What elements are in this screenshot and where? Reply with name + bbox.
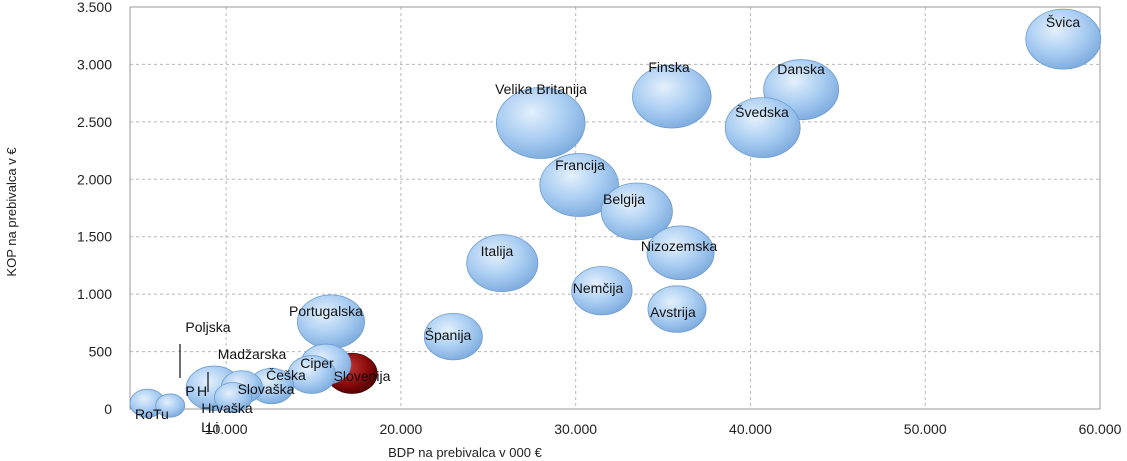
bubble-label: Francija bbox=[555, 157, 605, 173]
bubble-label: Finska bbox=[648, 59, 689, 75]
bubble-label: Slovenija bbox=[334, 368, 391, 384]
y-tick-label: 3.500 bbox=[77, 0, 112, 15]
y-tick-label: 2.000 bbox=[77, 171, 112, 187]
bubble-point bbox=[423, 313, 483, 361]
annotation-letter: L bbox=[201, 419, 209, 435]
y-tick-label: 500 bbox=[89, 344, 113, 360]
bubble-label: Madžarska bbox=[218, 346, 287, 362]
y-tick-label: 1.000 bbox=[77, 286, 112, 302]
bubble-point bbox=[1025, 8, 1102, 70]
bubble-point bbox=[647, 285, 707, 333]
annotation-letter: P bbox=[185, 383, 194, 399]
bubble-label: Poljska bbox=[185, 319, 230, 335]
bubble-label: Nizozemska bbox=[641, 238, 717, 254]
y-tick-label: 3.000 bbox=[77, 56, 112, 72]
bubble-label: Ciper bbox=[300, 355, 334, 371]
bubble-label: Belgija bbox=[603, 191, 645, 207]
bubble-point bbox=[213, 382, 253, 413]
x-axis-ticks: 10.000 20.000 30.000 40.000 50.000 60.000 bbox=[205, 421, 1122, 437]
bubble-label: Portugalska bbox=[289, 303, 363, 319]
bubble-label: Danska bbox=[777, 61, 825, 77]
bubble-label: Češka bbox=[266, 367, 306, 383]
y-tick-label: 0 bbox=[104, 401, 112, 417]
y-axis-ticks: 0 500 1.000 1.500 2.000 2.500 3.000 3.500 bbox=[77, 0, 112, 417]
bubble-label: Španija bbox=[425, 327, 472, 343]
bubble-label: Ro bbox=[135, 406, 153, 422]
bubble-label: Avstrija bbox=[650, 304, 696, 320]
x-tick-label: 30.000 bbox=[554, 421, 597, 437]
y-tick-label: 1.500 bbox=[77, 229, 112, 245]
x-axis-title: BDP na prebivalca v 000 € bbox=[388, 445, 542, 460]
bubble-labels: Švica Danska Finska Švedska Velika Britanija… bbox=[135, 14, 1080, 422]
annotation-letter: Li bbox=[208, 419, 219, 435]
bubble-point bbox=[466, 234, 539, 292]
bubble-label: Nemčija bbox=[573, 280, 624, 296]
bubble-label: Tu bbox=[153, 406, 169, 422]
plot-frame bbox=[129, 6, 1101, 410]
bubble-label: Velika Britanija bbox=[495, 81, 587, 97]
annotations: P H LLi bbox=[179, 344, 219, 435]
bubble-point bbox=[600, 182, 673, 241]
annotation-letter: H bbox=[197, 383, 207, 399]
bubble-point bbox=[646, 225, 715, 281]
x-tick-label: 50.000 bbox=[904, 421, 947, 437]
x-tick-label: 20.000 bbox=[379, 421, 422, 437]
x-tick-label: 10.000 bbox=[205, 421, 248, 437]
bubble-point bbox=[571, 266, 633, 316]
bubble-point bbox=[724, 97, 801, 158]
x-tick-label: 40.000 bbox=[729, 421, 772, 437]
bubble-label: Švedska bbox=[735, 104, 789, 120]
bubble-point bbox=[632, 64, 712, 129]
x-tick-label: 60.000 bbox=[1079, 421, 1122, 437]
y-axis-title: KOP na prebivalca v € bbox=[4, 147, 19, 277]
bubble-point bbox=[539, 153, 619, 217]
bubble-label: Švica bbox=[1046, 14, 1080, 30]
bubbles bbox=[129, 8, 1102, 418]
bubble-point bbox=[155, 393, 186, 418]
bubble-label: Slovaška bbox=[238, 381, 295, 397]
bubble-point bbox=[495, 87, 586, 159]
bubble-label: Italija bbox=[481, 243, 514, 259]
bubble-label: Hrvaška bbox=[201, 400, 253, 416]
y-tick-label: 2.500 bbox=[77, 114, 112, 130]
